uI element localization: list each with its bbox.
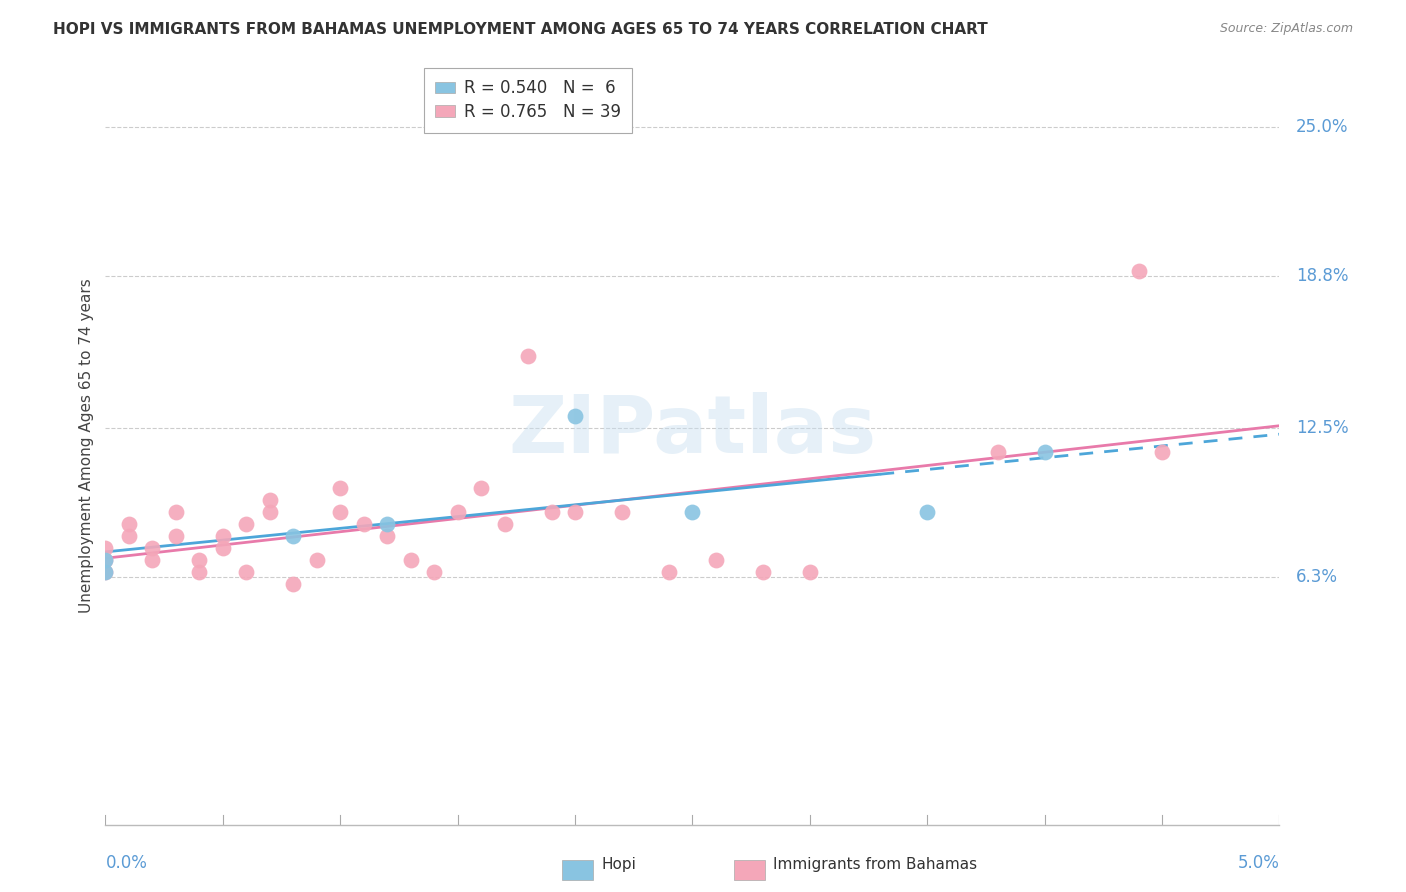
Point	[118, 517, 141, 532]
Point	[283, 577, 305, 591]
Point	[470, 481, 492, 495]
Point	[658, 566, 681, 580]
Text: 25.0%: 25.0%	[1296, 118, 1348, 136]
Point	[94, 566, 117, 580]
Text: Immigrants from Bahamas: Immigrants from Bahamas	[773, 857, 977, 872]
Text: Hopi: Hopi	[602, 857, 637, 872]
Point	[399, 553, 422, 567]
Point	[94, 553, 117, 567]
Point	[141, 541, 163, 556]
Point	[517, 349, 540, 363]
Point	[1033, 445, 1056, 459]
Text: 5.0%: 5.0%	[1237, 854, 1279, 872]
Point	[423, 566, 446, 580]
Point	[235, 566, 257, 580]
Point	[329, 505, 352, 519]
Point	[1128, 264, 1150, 278]
Point	[375, 529, 398, 543]
Point	[564, 409, 586, 423]
Point	[141, 553, 163, 567]
Text: Source: ZipAtlas.com: Source: ZipAtlas.com	[1219, 22, 1353, 36]
Point	[329, 481, 352, 495]
Text: ZIPatlas: ZIPatlas	[509, 392, 876, 470]
Point	[704, 553, 727, 567]
Point	[165, 529, 187, 543]
Point	[118, 529, 141, 543]
Point	[165, 505, 187, 519]
Point	[283, 529, 305, 543]
Point	[94, 566, 117, 580]
Point	[94, 553, 117, 567]
Text: 12.5%: 12.5%	[1296, 419, 1348, 437]
Point	[259, 493, 281, 508]
Text: 18.8%: 18.8%	[1296, 268, 1348, 285]
Point	[494, 517, 516, 532]
Legend: R = 0.540   N =  6, R = 0.765   N = 39: R = 0.540 N = 6, R = 0.765 N = 39	[423, 68, 633, 133]
Text: 0.0%: 0.0%	[105, 854, 148, 872]
Point	[682, 505, 704, 519]
Point	[447, 505, 470, 519]
Point	[917, 505, 939, 519]
Point	[540, 505, 562, 519]
Point	[987, 445, 1010, 459]
Point	[305, 553, 328, 567]
Y-axis label: Unemployment Among Ages 65 to 74 years: Unemployment Among Ages 65 to 74 years	[79, 278, 94, 614]
Point	[188, 553, 211, 567]
Point	[259, 505, 281, 519]
Point	[211, 529, 233, 543]
Point	[353, 517, 375, 532]
Point	[1150, 445, 1173, 459]
Point	[799, 566, 821, 580]
Text: HOPI VS IMMIGRANTS FROM BAHAMAS UNEMPLOYMENT AMONG AGES 65 TO 74 YEARS CORRELATI: HOPI VS IMMIGRANTS FROM BAHAMAS UNEMPLOY…	[53, 22, 988, 37]
Point	[211, 541, 233, 556]
Point	[375, 517, 398, 532]
Point	[235, 517, 257, 532]
Point	[752, 566, 775, 580]
Point	[564, 505, 586, 519]
Point	[188, 566, 211, 580]
Text: 6.3%: 6.3%	[1296, 568, 1339, 586]
Point	[94, 541, 117, 556]
Point	[610, 505, 633, 519]
